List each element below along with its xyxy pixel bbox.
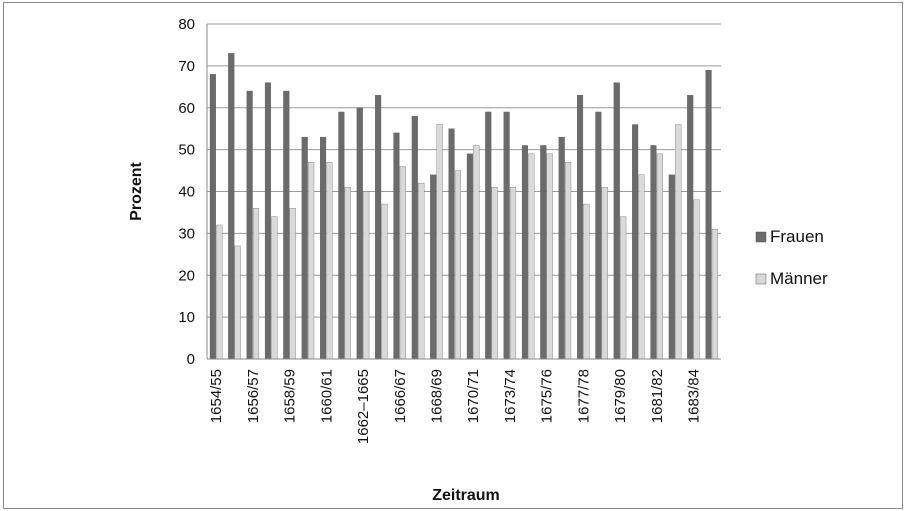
- bar-frauen: [485, 111, 492, 360]
- bar-frauen: [466, 153, 473, 360]
- bar-männer: [656, 153, 663, 360]
- bar-männer: [711, 229, 718, 360]
- y-tick-label: 10: [178, 309, 195, 326]
- bar-männer: [399, 166, 406, 360]
- bar-frauen: [430, 174, 437, 360]
- y-tick-label: 70: [178, 58, 195, 75]
- y-tick-label: 50: [178, 142, 195, 159]
- y-tick-label: 60: [178, 100, 195, 117]
- legend-label-männer: Männer: [770, 269, 828, 288]
- bar-frauen: [687, 95, 694, 360]
- bar-frauen: [301, 136, 308, 360]
- x-tick-label: 1683/84: [685, 369, 702, 423]
- bar-männer: [454, 170, 461, 360]
- bar-frauen: [540, 145, 547, 360]
- bar-männer: [509, 187, 517, 360]
- bar-frauen: [411, 115, 418, 360]
- bar-männer: [308, 162, 315, 360]
- bar-frauen: [246, 90, 253, 360]
- x-tick-label: 1656/57: [245, 369, 262, 423]
- bar-frauen: [338, 111, 345, 360]
- bar-männer: [675, 124, 682, 360]
- legend-swatch-frauen: [755, 231, 767, 243]
- bar-männer: [583, 203, 590, 360]
- legend-swatch-männer: [755, 273, 767, 285]
- bar-männer: [216, 224, 223, 360]
- bar-männer: [436, 124, 443, 360]
- bar-männer: [620, 216, 627, 360]
- bar-männer: [344, 187, 351, 360]
- y-tick-labels: 0 10 20 30 40 50 60 70 80: [178, 16, 195, 368]
- x-tick-label: 1660/61: [318, 369, 335, 423]
- x-tick-label: 1662–1665: [355, 369, 372, 444]
- bar-männer: [491, 187, 498, 360]
- bar-frauen: [393, 132, 400, 360]
- bar-männer: [565, 162, 572, 360]
- bar-frauen: [264, 82, 272, 360]
- x-tick-label: 1677/78: [575, 369, 592, 423]
- bar-frauen: [209, 74, 216, 360]
- bars: [209, 53, 718, 360]
- bar-männer: [546, 153, 553, 360]
- legend: Frauen Männer: [755, 227, 828, 288]
- y-tick-label: 20: [178, 267, 195, 284]
- bar-frauen: [632, 124, 639, 360]
- bar-männer: [363, 191, 370, 360]
- bar-frauen: [448, 128, 455, 360]
- y-tick-label: 0: [187, 351, 195, 368]
- bar-männer: [638, 174, 645, 360]
- bar-männer: [326, 162, 333, 360]
- chart-frame: 0 10 20 30 40 50 60 70 80 1654/55 1656/57 1658/59 1…: [3, 2, 903, 509]
- x-tick-label: 1668/69: [428, 369, 445, 423]
- bar-frauen: [576, 95, 584, 360]
- bar-männer: [528, 153, 535, 360]
- legend-label-frauen: Frauen: [770, 227, 824, 246]
- bar-männer: [473, 145, 480, 360]
- x-axis-title: Zeitraum: [432, 487, 500, 504]
- bar-männer: [271, 216, 278, 360]
- bar-frauen: [613, 82, 620, 360]
- bar-männer: [693, 199, 700, 360]
- x-tick-label: 1679/80: [612, 369, 629, 423]
- y-tick-label: 30: [178, 225, 195, 242]
- bar-männer: [601, 187, 608, 360]
- bar-frauen: [521, 145, 529, 360]
- bar-frauen: [705, 69, 712, 360]
- bar-männer: [381, 203, 388, 360]
- x-tick-label: 1666/67: [392, 369, 409, 423]
- bar-frauen: [650, 145, 657, 360]
- bar-frauen: [319, 136, 327, 360]
- bar-frauen: [668, 174, 675, 360]
- bar-frauen: [595, 111, 602, 360]
- x-tick-label: 1670/71: [465, 369, 482, 423]
- bar-frauen: [503, 111, 510, 360]
- bar-frauen: [228, 53, 235, 360]
- y-tick-label: 40: [178, 184, 195, 201]
- bar-frauen: [283, 90, 290, 360]
- bar-frauen: [375, 95, 382, 360]
- bar-männer: [234, 245, 241, 360]
- bar-frauen: [356, 107, 363, 360]
- x-tick-labels: 1654/55 1656/57 1658/59 1660/61 1662–1665 166…: [208, 369, 702, 444]
- x-tick-label: 1673/74: [502, 369, 519, 423]
- bar-männer: [289, 208, 296, 360]
- x-tick-label: 1675/76: [539, 369, 556, 423]
- x-tick-label: 1658/59: [282, 369, 299, 423]
- x-tick-label: 1681/82: [649, 369, 666, 423]
- y-tick-label: 80: [178, 16, 195, 33]
- bar-männer: [418, 182, 425, 360]
- bar-männer: [252, 208, 260, 360]
- x-tick-label: 1654/55: [208, 369, 225, 423]
- y-axis-title: Prozent: [128, 161, 145, 220]
- bar-frauen: [558, 136, 565, 360]
